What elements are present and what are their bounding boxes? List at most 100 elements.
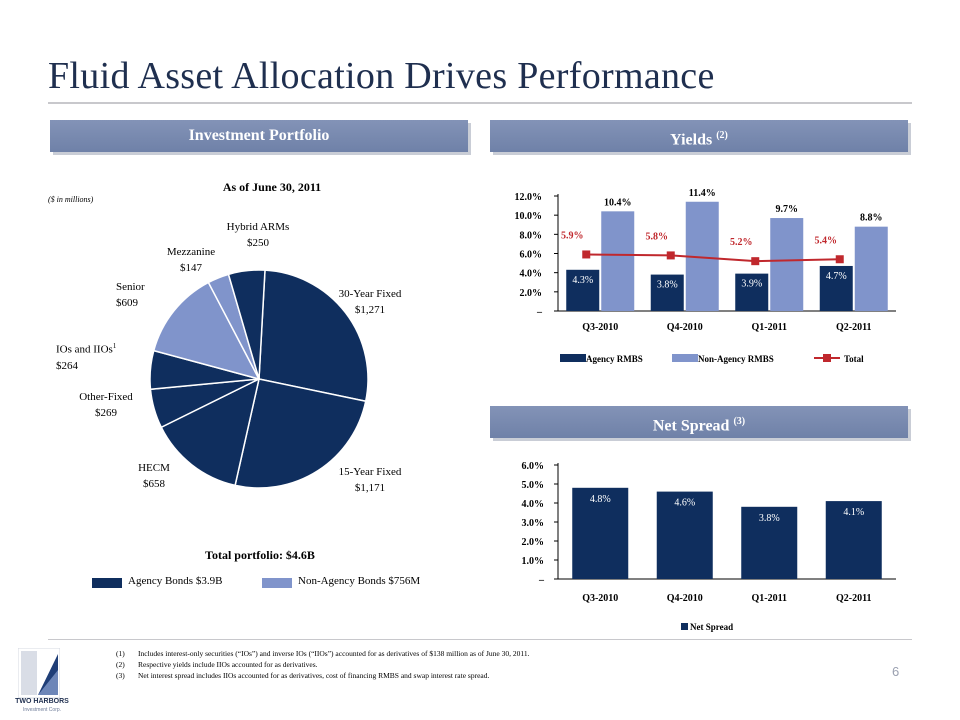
portfolio-as-of: As of June 30, 2011 [222, 180, 322, 194]
label-net-spread-q4-2010: 4.6% [674, 498, 695, 509]
yields-y-tick: – [536, 307, 543, 318]
spread-x-tick-q4-2010: Q4-2010 [667, 593, 703, 604]
pie-label-15-year-fixed-value: $1,171 [354, 482, 386, 494]
pie-slice-30-year-fixed [258, 269, 369, 403]
pie-label-hybrid-arms-name: Hybrid ARMs [226, 221, 290, 233]
footnote-2-number: (2) [116, 660, 125, 669]
bar-net-spread-q2-2011 [825, 501, 882, 579]
pie-label-ios-iios-value: $264 [56, 359, 78, 372]
bar-agency-rmbs-q2-2011 [819, 265, 853, 311]
investment-portfolio-header: Investment Portfolio [50, 120, 468, 152]
bar-net-spread-q4-2010 [656, 491, 713, 579]
label-non-agency-rmbs-q2-2011: 8.8% [860, 213, 883, 224]
pie-label-senior: Senior $609 [116, 279, 172, 311]
label-total-q4-2010: 5.8% [646, 231, 669, 242]
yields-legend-label-agency-rmbs: Agency RMBS [586, 354, 643, 364]
spread-y-tick: – [538, 575, 545, 586]
spread-x-tick-q1-2011: Q1-2011 [751, 593, 787, 604]
footnote-1: (1) Includes interest-only securities (“… [116, 648, 529, 659]
portfolio-total: Total portfolio: $4.6B [205, 548, 315, 562]
yields-y-tick: 6.0% [520, 250, 543, 261]
spread-legend-swatch [681, 623, 688, 630]
pie-label-15-year-fixed-name: 15-Year Fixed [338, 466, 402, 478]
spread-y-tick: 1.0% [522, 556, 545, 567]
pie-label-30-year-fixed-name: 30-Year Fixed [338, 288, 402, 300]
yields-x-tick-q2-2011: Q2-2011 [836, 322, 872, 333]
pie-label-30-year-fixed: 30-Year Fixed $1,271 [322, 286, 418, 318]
yields-x-tick-q4-2010: Q4-2010 [667, 322, 703, 333]
legend-nonagency-label: Non-Agency Bonds $756M [298, 575, 421, 587]
footnote-3-number: (3) [116, 671, 125, 680]
yields-y-tick: 12.0% [515, 192, 543, 203]
pie-slice-senior [152, 281, 261, 381]
spread-y-tick: 3.0% [522, 518, 545, 529]
yields-legend-label-non-agency-rmbs: Non-Agency RMBS [698, 354, 774, 364]
spread-y-tick: 2.0% [522, 537, 545, 548]
pie-label-hecm-name: HECM [138, 462, 170, 474]
bar-non-agency-rmbs-q3-2010 [601, 211, 635, 311]
logo-subtitle: Investment Corp. [22, 707, 62, 713]
yields-y-tick: 10.0% [515, 211, 543, 222]
yields-y-tick: 8.0% [520, 230, 543, 241]
spread-legend-label: Net Spread [690, 622, 733, 632]
yields-header-label: Yields [670, 131, 713, 149]
title-divider [48, 102, 912, 104]
label-total-q1-2011: 5.2% [730, 237, 753, 248]
bar-net-spread-q3-2010 [572, 487, 629, 579]
label-non-agency-rmbs-q3-2010: 10.4% [604, 197, 632, 208]
footnote-2: (2) Respective yields include IIOs accou… [116, 659, 529, 670]
pie-label-hybrid-arms: Hybrid ARMs $250 [200, 219, 316, 251]
footer-divider [48, 639, 912, 640]
logo-wordmark: TWO HARBORS [15, 698, 69, 705]
pie-slice-15-year-fixed [234, 378, 367, 489]
pie-label-senior-name: Senior [116, 281, 145, 293]
label-net-spread-q2-2011: 4.1% [843, 507, 864, 518]
pie-label-other-fixed-value: $269 [95, 407, 117, 419]
bar-agency-rmbs-q4-2010 [650, 274, 684, 311]
legend-nonagency-swatch [262, 578, 292, 588]
pie-label-mezzanine: Mezzanine $147 [158, 244, 224, 276]
point-total-q2-2011 [835, 255, 844, 264]
label-agency-rmbs-q2-2011: 4.7% [826, 271, 847, 282]
pie-label-other-fixed-name: Other-Fixed [79, 391, 133, 403]
pie-slice-hecm [160, 377, 261, 487]
page-number: 6 [892, 664, 900, 679]
bar-non-agency-rmbs-q1-2011 [770, 218, 804, 311]
pie-label-mezzanine-name: Mezzanine [166, 246, 216, 258]
pie-label-hecm-value: $658 [143, 478, 165, 490]
label-net-spread-q1-2011: 3.8% [759, 513, 780, 524]
bar-non-agency-rmbs-q2-2011 [854, 226, 888, 311]
net-spread-header: Net Spread (3) [490, 406, 908, 438]
spread-y-tick: 5.0% [522, 480, 545, 491]
yields-legend-label-total: Total [844, 354, 864, 364]
point-total-q4-2010 [666, 251, 675, 260]
page-title: Fluid Asset Allocation Drives Performanc… [48, 55, 715, 97]
label-total-q2-2011: 5.4% [815, 235, 838, 246]
legend-agency-swatch [92, 578, 122, 588]
pie-label-other-fixed: Other-Fixed $269 [66, 389, 146, 421]
yields-legend-swatch-non-agency-rmbs [672, 354, 698, 362]
yields-legend-marker-total [823, 354, 831, 362]
footnote-1-number: (1) [116, 649, 125, 658]
pie-label-hecm: HECM $658 [122, 460, 186, 492]
line-total [586, 253, 840, 263]
portfolio-units: ($ in millions) [48, 195, 94, 204]
pie-label-hybrid-arms-value: $250 [247, 237, 269, 249]
label-net-spread-q3-2010: 4.8% [590, 494, 611, 505]
bar-agency-rmbs-q1-2011 [735, 273, 769, 311]
spread-y-tick: 6.0% [522, 461, 545, 472]
label-non-agency-rmbs-q4-2010: 11.4% [689, 188, 716, 199]
pie-label-senior-value: $609 [116, 297, 138, 309]
yields-x-tick-q1-2011: Q1-2011 [751, 322, 787, 333]
net-spread-header-note: (3) [733, 416, 746, 427]
pie-label-ios-iios: IOs and IIOs1 $264 [56, 338, 152, 374]
point-total-q3-2010 [582, 250, 591, 259]
pie-label-15-year-fixed: 15-Year Fixed $1,171 [318, 464, 422, 496]
label-agency-rmbs-q4-2010: 3.8% [657, 280, 678, 291]
label-non-agency-rmbs-q1-2011: 9.7% [776, 204, 799, 215]
spread-x-tick-q2-2011: Q2-2011 [836, 593, 872, 604]
pie-label-ios-iios-name: IOs and IIOs [56, 343, 113, 356]
point-total-q1-2011 [751, 257, 760, 266]
